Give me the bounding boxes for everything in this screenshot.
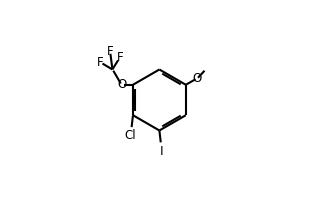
Text: O: O — [192, 72, 202, 85]
Text: F: F — [107, 45, 114, 58]
Text: F: F — [97, 55, 104, 69]
Text: O: O — [118, 78, 127, 91]
Text: I: I — [160, 145, 164, 157]
Text: Cl: Cl — [124, 129, 136, 142]
Text: F: F — [117, 51, 123, 64]
